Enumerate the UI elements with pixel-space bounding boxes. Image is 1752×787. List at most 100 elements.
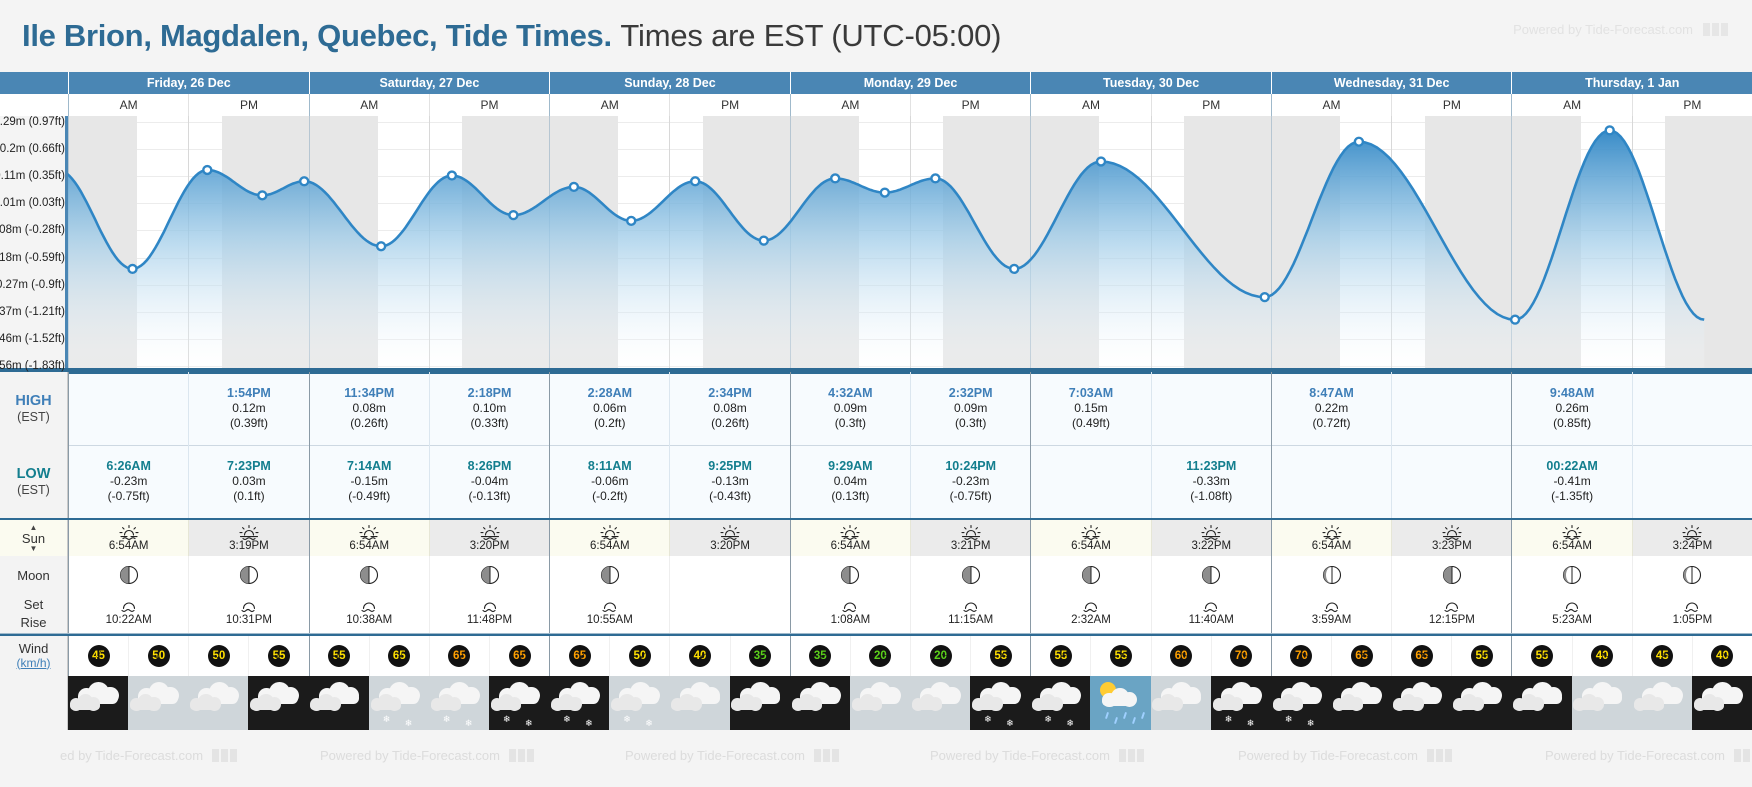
sunset-arrow-icon: ▼ <box>29 543 38 553</box>
low-tide-feet: (-0.49ft) <box>348 489 391 504</box>
footer-watermark: ed by Tide-Forecast.com <box>60 748 238 763</box>
weather-icon-cell-night <box>789 676 850 730</box>
moon-setrise-cell <box>669 594 789 633</box>
footer-watermark-text: Powered by Tide-Forecast.com <box>320 748 500 763</box>
low-tide-time: 8:11AM <box>587 458 632 473</box>
weather-icon-cell-day: ❄ ❄ <box>428 676 489 730</box>
moon-rise-time: 10:31PM <box>225 613 272 626</box>
weather-icon-cell-night: ❄ ❄ <box>970 676 1031 730</box>
weather-icon-cell-night: ❄ ❄ <box>1210 676 1271 730</box>
moonrise-icon <box>241 602 255 612</box>
wind-speed-badge: 45 <box>87 645 110 667</box>
sun-rise-cell: 6:54AM <box>791 520 910 556</box>
weather-icon-cell-night: ❄ ❄ <box>549 676 610 730</box>
low-tide-meters: -0.06m <box>591 474 629 489</box>
sun-set-time: 3:20PM <box>710 539 750 552</box>
date-header-label: Sunday, 28 Dec <box>624 76 716 90</box>
moonset-icon <box>121 602 135 612</box>
moon-phase-icon <box>1202 565 1221 585</box>
moon-row-label: Moon <box>0 556 68 594</box>
high-tide-time: 4:32AM <box>828 385 873 400</box>
moon-setrise-day: 5:23AM 1:05PM <box>1511 594 1752 633</box>
wind-cell: 55 ↑ <box>248 636 308 676</box>
sun-rise-time: 6:54AM <box>108 539 149 552</box>
high-tide-feet: (0.72ft) <box>1312 416 1351 431</box>
ampm-header-row: AM PM AM PM AM PM AM PM AM PM AM PM AM PM <box>0 94 1752 116</box>
ampm-cell-pm: PM <box>669 94 789 116</box>
moon-phase-cell <box>310 556 429 594</box>
moon-phase-cell <box>1512 556 1631 594</box>
wind-unit-link[interactable]: (km/h) <box>16 655 51 670</box>
low-tide-day: 6:26AM -0.23m (-0.75ft) 7:23PM 0.03m (0.1ft) <box>68 445 309 518</box>
sun-rise-cell: 6:54AM <box>1031 520 1150 556</box>
wind-cell: 60 ↑ <box>1150 636 1211 676</box>
sunset-icon <box>961 524 981 540</box>
sunrise-icon <box>600 524 620 540</box>
cloud-icon <box>190 694 221 711</box>
wind-speed-badge: 55 <box>328 645 351 667</box>
chart-y-tick-label: 0.29m (0.97ft) <box>0 116 65 128</box>
low-tide-cell <box>1272 445 1391 518</box>
moon-set-time: 11:15AM <box>948 613 994 626</box>
wind-speed-badge: 55 <box>1049 645 1072 667</box>
date-header-cell: Tuesday, 30 Dec <box>1030 72 1271 94</box>
sun-day: 6:54AM 3:23PM <box>1270 520 1512 556</box>
ampm-header-day: AM PM <box>1270 94 1512 116</box>
cloud-icon <box>791 694 823 711</box>
moon-phase-cell <box>1150 556 1271 594</box>
moonset-icon <box>1684 602 1699 612</box>
snowflake-icon: ❄ <box>464 718 473 728</box>
high-tide-feet: (0.3ft) <box>834 416 867 431</box>
low-tide-label: LOW (EST) <box>0 445 68 518</box>
low-tide-cell: 8:26PM -0.04m (-0.13ft) <box>428 445 549 518</box>
wind-day: 45 ↑ 50 ↑ 50 ↑ 55 ↑ <box>68 636 309 676</box>
date-header-label: Friday, 26 Dec <box>146 76 231 90</box>
high-tide-cell: 2:32PM 0.09m (0.3ft) <box>910 372 1030 445</box>
high-tide-marker <box>568 181 580 192</box>
moon-phase-icon <box>1442 565 1461 585</box>
sun-rise-time: 6:54AM <box>1311 539 1352 552</box>
weather-icon-cell-night <box>1451 676 1512 730</box>
wind-day: 70 ↑ 65 ↑ 65 ↑ 55 ↑ <box>1270 636 1512 676</box>
sun-set-cell: 3:24PM <box>1631 520 1752 556</box>
high-tide-feet: (0.2ft) <box>594 416 626 431</box>
moonset-icon <box>361 602 376 612</box>
wind-speed-badge: 50 <box>147 645 170 667</box>
ampm-header-gutter <box>0 94 68 116</box>
moon-phase-day <box>789 556 1031 594</box>
wind-row-label: Wind (km/h) <box>0 636 68 676</box>
moon-rise-time: 11:48PM <box>466 613 513 626</box>
moon-setrise-cell: 10:55AM <box>550 594 669 633</box>
page-title-location: Ile Brion, Magdalen, Quebec, Tide Times. <box>22 18 612 53</box>
sunset-icon <box>720 524 740 540</box>
wind-cell: 35 ↑ <box>791 636 850 676</box>
date-header-row: Friday, 26 Dec Saturday, 27 Dec Sunday, 28… <box>0 72 1752 94</box>
cloud-icon <box>430 694 462 711</box>
watermark-bars-icon <box>212 749 238 762</box>
wind-speed-badge: 65 <box>388 645 411 667</box>
wind-day: 55 ↑ 55 ↑ 60 ↑ 70 ↑ <box>1030 636 1271 676</box>
low-tide-label-word: LOW <box>16 465 51 482</box>
weather-icon-row: ❄ ❄ ❄ ❄ ❄ ❄ ❄ ❄ ❄ ❄ ❄ ❄ ❄ ❄ ❄ ❄ ❄ ❄ <box>0 676 1752 730</box>
sun-rise-time: 6:54AM <box>1552 539 1592 552</box>
moon-phase-cell <box>428 556 549 594</box>
low-tide-marker <box>257 190 268 201</box>
weather-day: ❄ ❄ ❄ ❄ ❄ ❄ <box>308 676 550 730</box>
wind-speed-badge: 40 <box>1711 645 1734 667</box>
moon-setrise-cell: 1:08AM <box>791 594 910 633</box>
weather-icon-cell-night <box>68 676 129 730</box>
wind-cell: 65 ↑ <box>1391 636 1451 676</box>
tide-chart: 0.29m (0.97ft) 0.2m (0.66ft) 0.11m (0.35ft… <box>0 116 1752 372</box>
weather-icon-cell-day <box>128 676 189 730</box>
sun-set-cell: 3:19PM <box>188 520 309 556</box>
footer-watermark-text: Powered by Tide-Forecast.com <box>930 748 1110 763</box>
moon-phase-cell <box>669 556 789 594</box>
sunset-icon <box>1201 524 1221 540</box>
moon-set-label-text: Set <box>23 596 44 612</box>
cloud-icon <box>129 694 161 711</box>
high-tide-marker <box>1095 156 1107 167</box>
rain-drop-icon <box>1132 716 1137 725</box>
high-tide-meters: 0.09m <box>954 401 988 416</box>
wind-cell: 65 ↑ <box>368 636 429 676</box>
ampm-cell-am: AM <box>119 98 138 112</box>
